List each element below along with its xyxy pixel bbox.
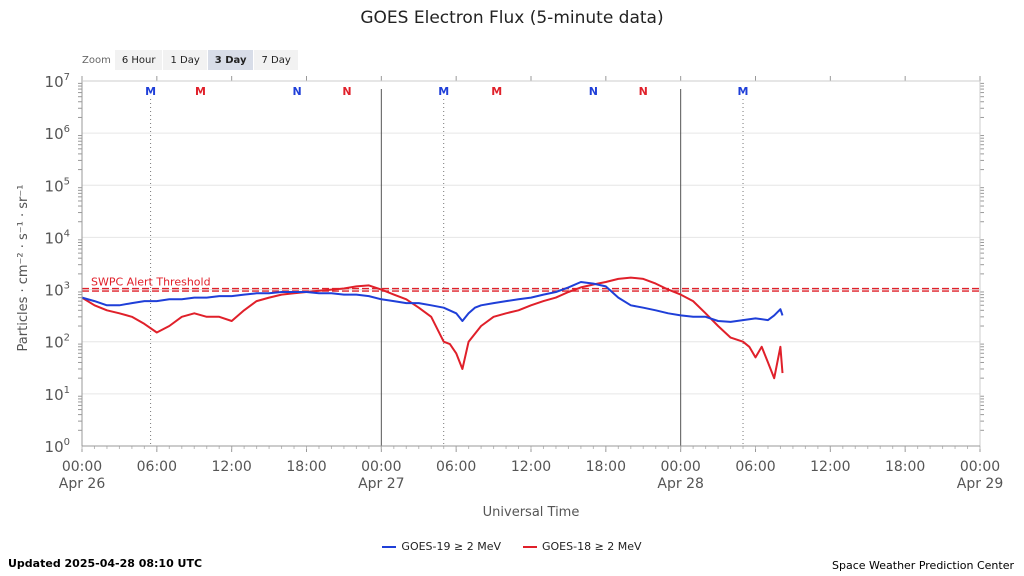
marker-label: M bbox=[145, 85, 156, 98]
x-tick-label: 00:00 bbox=[960, 459, 1000, 475]
y-tick-label: 104 bbox=[45, 228, 70, 247]
legend-label-goes-18: GOES-18 ≥ 2 MeV bbox=[542, 540, 642, 553]
y-tick-label: 100 bbox=[45, 437, 70, 456]
legend-item-goes-18[interactable]: GOES-18 ≥ 2 MeV bbox=[523, 540, 642, 553]
y-axis-title: Particles · cm⁻² · s⁻¹ · sr⁻¹ bbox=[16, 185, 31, 352]
zoom-label: Zoom bbox=[82, 54, 111, 66]
x-tick-label: 06:00 bbox=[137, 459, 177, 475]
marker-label: M bbox=[195, 85, 206, 98]
chart-title: GOES Electron Flux (5-minute data) bbox=[360, 8, 663, 28]
zoom-7-day-button[interactable]: 7 Day bbox=[254, 50, 298, 70]
y-tick-label: 101 bbox=[45, 385, 70, 404]
x-tick-date-label: Apr 28 bbox=[657, 476, 703, 492]
series-line-goes-19 bbox=[81, 281, 784, 323]
x-tick-label: 00:00 bbox=[660, 459, 700, 475]
marker-label: N bbox=[342, 85, 351, 98]
zoom-selector: Zoom 6 Hour 1 Day 3 Day 7 Day bbox=[82, 50, 299, 70]
legend-item-goes-19[interactable]: GOES-19 ≥ 2 MeV bbox=[382, 540, 501, 553]
series-line-goes-18 bbox=[81, 276, 784, 380]
x-tick-date-label: Apr 26 bbox=[59, 476, 106, 492]
x-tick-label: 18:00 bbox=[586, 459, 626, 475]
threshold-layer: SWPC Alert Threshold bbox=[82, 276, 980, 292]
legend-swatch-goes-19 bbox=[382, 545, 397, 548]
x-tick-date-label: Apr 27 bbox=[358, 476, 404, 492]
day-boundary-layer bbox=[380, 89, 682, 446]
legend-swatch-goes-18 bbox=[523, 545, 537, 548]
x-tick-label: 18:00 bbox=[286, 459, 326, 475]
credit-text: Space Weather Prediction Center bbox=[832, 559, 1014, 572]
y-tick-label: 107 bbox=[45, 72, 70, 91]
plot-area bbox=[82, 81, 980, 446]
threshold-label: SWPC Alert Threshold bbox=[91, 276, 211, 289]
y-tick-label: 103 bbox=[45, 281, 70, 300]
y-tick-label: 106 bbox=[45, 124, 70, 143]
x-tick-label: 00:00 bbox=[361, 459, 401, 475]
y-tick-labels: 100 101 102 103 104 105 106 107 bbox=[45, 72, 70, 456]
x-tick-date-label: Apr 29 bbox=[957, 476, 1003, 492]
y-tick-label: 105 bbox=[45, 176, 70, 195]
updated-timestamp: Updated 2025-04-28 08:10 UTC bbox=[8, 557, 203, 570]
zoom-3-day-button[interactable]: 3 Day bbox=[207, 50, 254, 70]
grid-layer bbox=[82, 80, 980, 447]
x-tick-label: 12:00 bbox=[211, 459, 251, 475]
zoom-1-day-button[interactable]: 1 Day bbox=[163, 50, 207, 70]
marker-label: N bbox=[639, 85, 648, 98]
x-tick-label: 00:00 bbox=[62, 459, 102, 475]
series-layer bbox=[81, 276, 784, 380]
y-tick-label: 102 bbox=[45, 333, 70, 352]
x-tick-label: 06:00 bbox=[735, 459, 775, 475]
x-tick-label: 06:00 bbox=[436, 459, 476, 475]
marker-label: M bbox=[738, 85, 749, 98]
marker-label: M bbox=[438, 85, 449, 98]
x-tick-label: 12:00 bbox=[810, 459, 850, 475]
legend: GOES-19 ≥ 2 MeV GOES-18 ≥ 2 MeV bbox=[0, 540, 1024, 553]
x-tick-label: 12:00 bbox=[511, 459, 551, 475]
x-tick-label: 18:00 bbox=[885, 459, 925, 475]
marker-label: M bbox=[491, 85, 502, 98]
marker-label: N bbox=[293, 85, 302, 98]
legend-label-goes-19: GOES-19 ≥ 2 MeV bbox=[401, 540, 501, 553]
zoom-6-hour-button[interactable]: 6 Hour bbox=[114, 50, 163, 70]
axis-layer bbox=[78, 76, 984, 452]
x-axis-title: Universal Time bbox=[483, 505, 580, 520]
marker-label: N bbox=[589, 85, 598, 98]
